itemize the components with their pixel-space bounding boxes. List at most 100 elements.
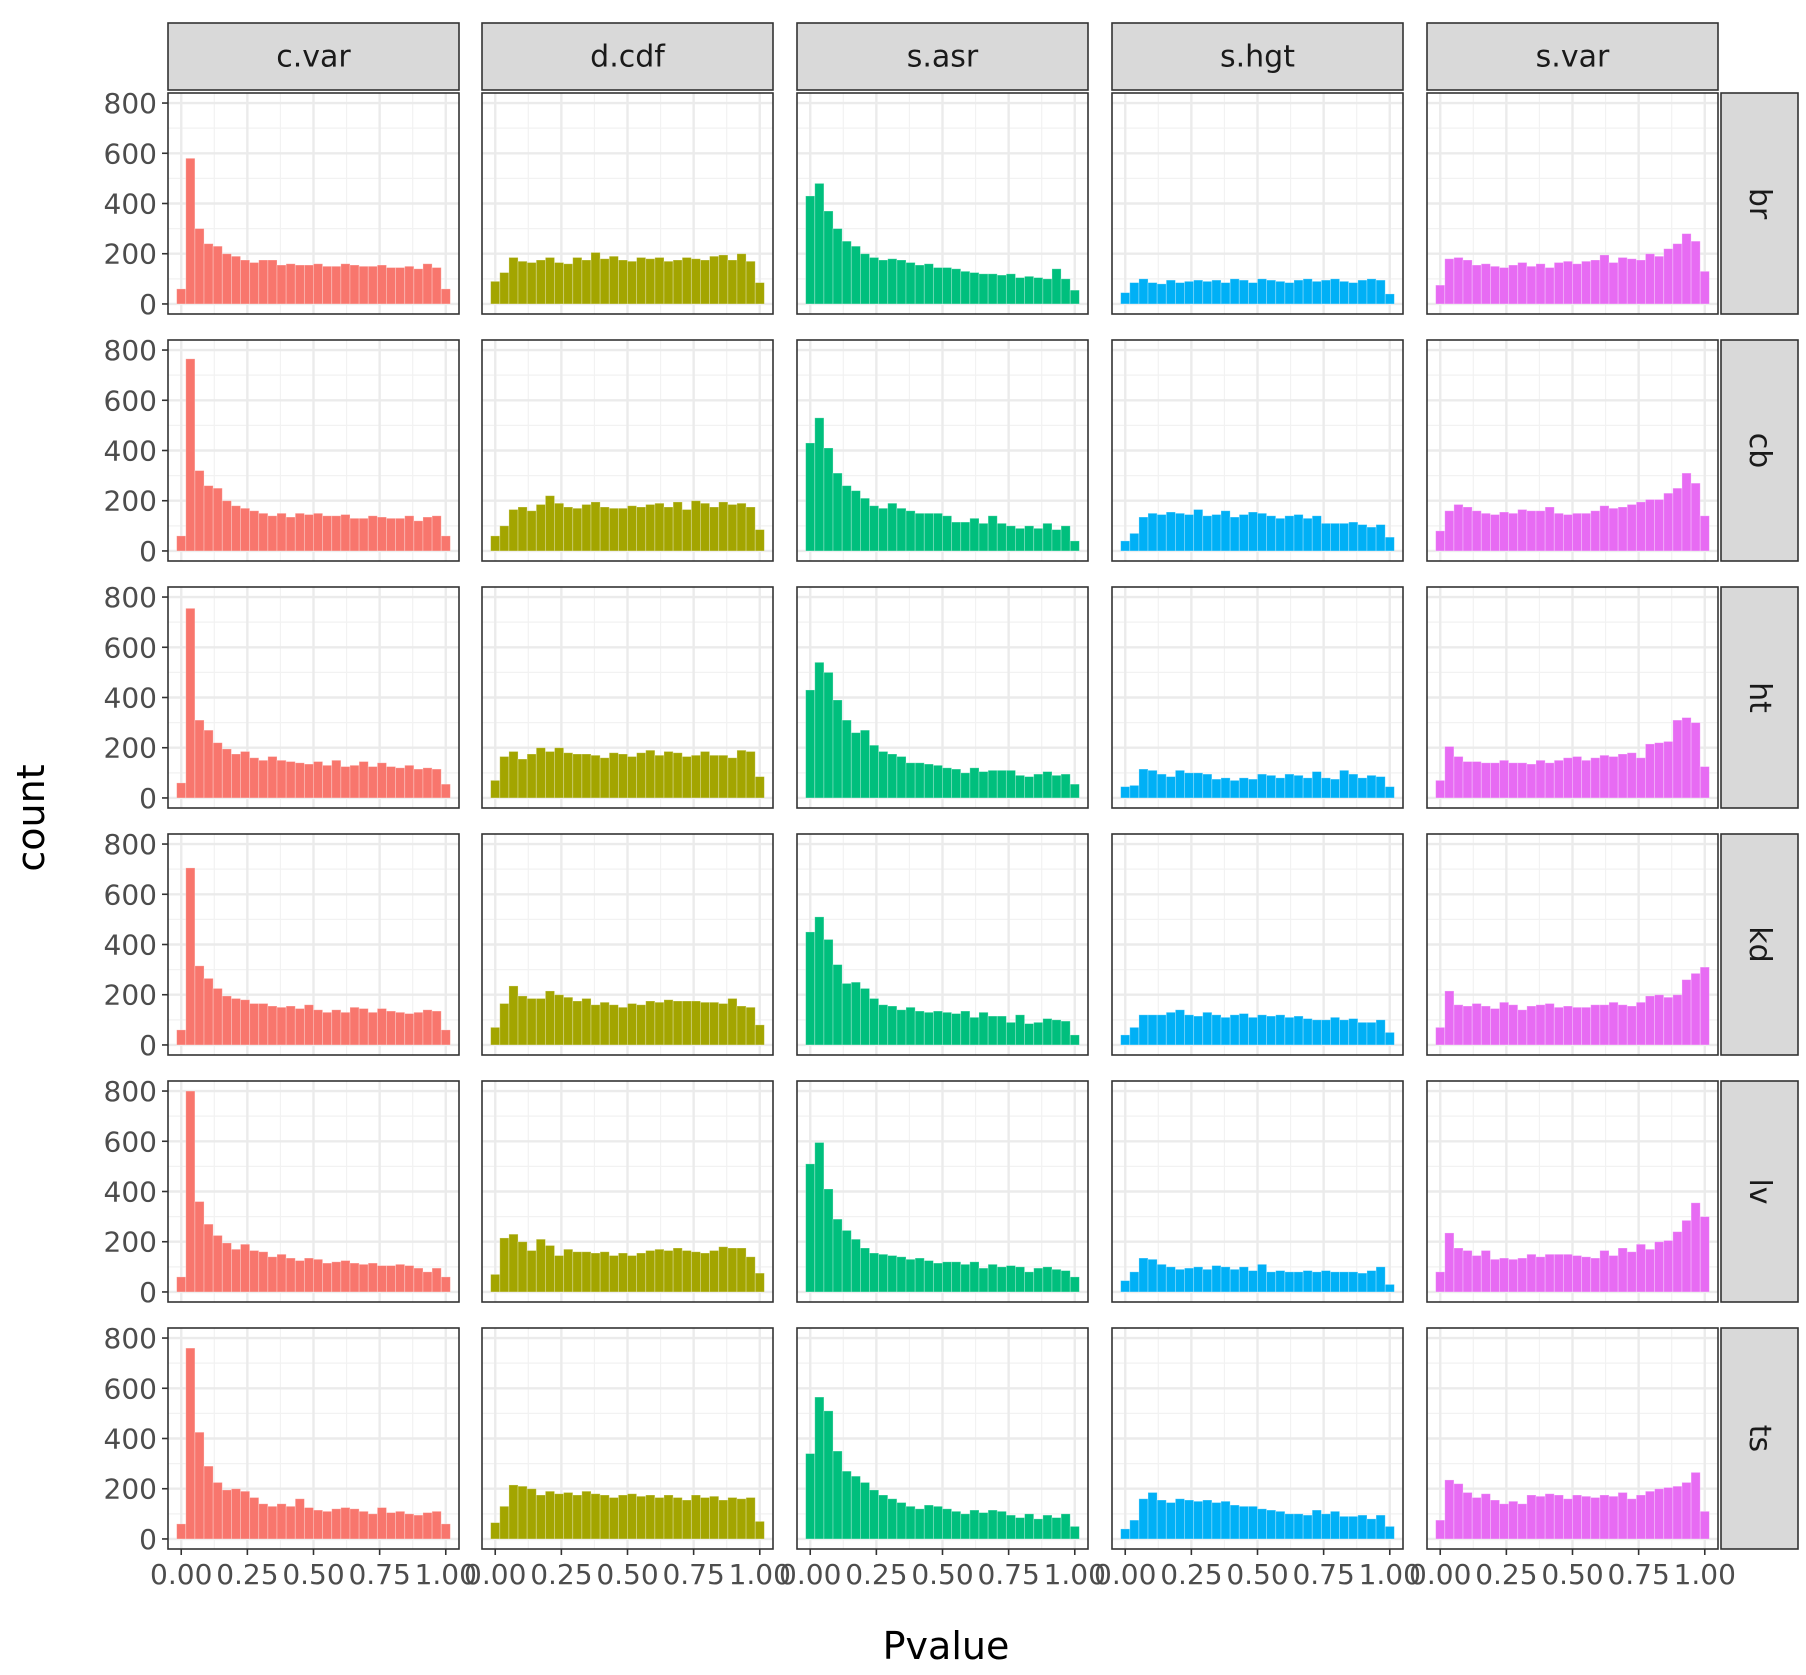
histogram-bar: [1165, 1011, 1176, 1046]
x-tick-label: 1.00: [729, 1558, 791, 1591]
histogram-bar: [832, 472, 843, 552]
histogram-bar: [1444, 510, 1455, 552]
histogram-bar: [422, 767, 433, 799]
histogram-bar: [581, 504, 592, 552]
histogram-bar: [590, 501, 601, 552]
histogram-bar: [823, 210, 834, 305]
histogram-bar: [996, 769, 1007, 799]
histogram-bar: [303, 514, 314, 552]
histogram-bar: [1480, 762, 1491, 799]
histogram-bar: [331, 1009, 342, 1046]
histogram-bar: [176, 782, 187, 799]
histogram-bar: [1357, 1021, 1368, 1046]
histogram-bar: [563, 752, 574, 799]
histogram-bar: [718, 1246, 729, 1293]
histogram-bar: [832, 228, 843, 305]
histogram-bar: [276, 512, 287, 552]
histogram-bar: [490, 280, 501, 305]
histogram-bar: [754, 1272, 765, 1293]
histogram-bar: [1681, 1482, 1692, 1540]
column-strip: [1426, 22, 1719, 91]
histogram-bar: [951, 268, 962, 305]
histogram-bar: [1590, 757, 1601, 799]
histogram-bar: [914, 1257, 925, 1293]
histogram-bar: [1257, 512, 1268, 552]
histogram-bar: [1042, 1514, 1053, 1540]
histogram-bar: [841, 719, 852, 799]
histogram-bar: [1384, 1284, 1395, 1293]
panel-border: [1111, 833, 1404, 1056]
histogram-bar: [490, 1273, 501, 1293]
histogram-bar: [1156, 1499, 1167, 1540]
histogram-bar: [1681, 979, 1692, 1046]
histogram-bar: [1608, 1001, 1619, 1046]
histogram-bar: [431, 1010, 442, 1046]
histogram-bar: [303, 264, 314, 305]
histogram-bar: [1120, 1280, 1131, 1293]
histogram-bar: [841, 1230, 852, 1293]
histogram-bar: [249, 510, 260, 552]
histogram-bar: [1220, 282, 1231, 305]
histogram-bar: [805, 931, 816, 1046]
histogram-bar: [376, 1265, 387, 1293]
histogram-bar: [376, 516, 387, 552]
histogram-bar: [745, 1497, 756, 1540]
histogram-bar: [563, 996, 574, 1046]
histogram-bar: [1635, 501, 1646, 552]
histogram-bar: [1184, 514, 1195, 552]
histogram-bar: [1471, 1255, 1482, 1293]
histogram-bar: [709, 1250, 720, 1293]
row-strip-label: br: [1742, 188, 1777, 220]
histogram-bar: [754, 1520, 765, 1540]
histogram-bar: [1672, 719, 1683, 799]
histogram-bar: [1024, 1271, 1035, 1293]
histogram-bar: [367, 1513, 378, 1540]
histogram-bar: [1051, 1268, 1062, 1293]
histogram-bar: [905, 510, 916, 552]
histogram-bar: [294, 762, 305, 799]
histogram-bar: [1617, 1492, 1628, 1540]
histogram-bar: [1033, 1267, 1044, 1293]
histogram-bar: [1220, 1266, 1231, 1293]
histogram-bar: [1681, 1219, 1692, 1293]
histogram-bar: [554, 994, 565, 1046]
histogram-bar: [1435, 1271, 1446, 1293]
histogram-bar: [754, 282, 765, 305]
histogram-bar: [1311, 515, 1322, 552]
histogram-bar: [1184, 280, 1195, 305]
histogram-bar: [814, 1142, 825, 1293]
histogram-bar: [736, 1247, 747, 1293]
histogram-bar: [736, 1005, 747, 1046]
histogram-bar: [1275, 777, 1286, 799]
histogram-bar: [230, 998, 241, 1046]
histogram-bar: [832, 699, 843, 799]
y-tick-label: 600: [104, 878, 157, 911]
histogram-bar: [1366, 1021, 1377, 1046]
histogram-bar: [850, 490, 861, 552]
histogram-bar: [230, 1488, 241, 1540]
histogram-bar: [1275, 1270, 1286, 1293]
y-tick-label: 400: [104, 1423, 157, 1456]
histogram-bar: [996, 1266, 1007, 1293]
histogram-bar: [404, 1265, 415, 1293]
histogram-bar: [645, 258, 656, 305]
histogram-bar: [1535, 1495, 1546, 1540]
row-strip-label: lv: [1742, 1178, 1777, 1204]
histogram-bar: [221, 500, 232, 552]
histogram-bar: [1033, 1518, 1044, 1540]
histogram-bar: [1672, 1485, 1683, 1540]
histogram-bar: [960, 1010, 971, 1046]
histogram-bar: [554, 262, 565, 305]
histogram-bar: [1690, 240, 1701, 305]
column-strip: [481, 22, 774, 91]
histogram-bar: [1699, 1510, 1710, 1540]
histogram-bar: [1257, 773, 1268, 799]
histogram-bar: [754, 776, 765, 799]
histogram-bar: [526, 1250, 537, 1293]
histogram-bar: [545, 1490, 555, 1540]
histogram-bar: [1663, 1487, 1674, 1540]
y-tick-label: 0: [139, 535, 157, 568]
histogram-bar: [267, 259, 278, 305]
histogram-bar: [1129, 1271, 1140, 1293]
